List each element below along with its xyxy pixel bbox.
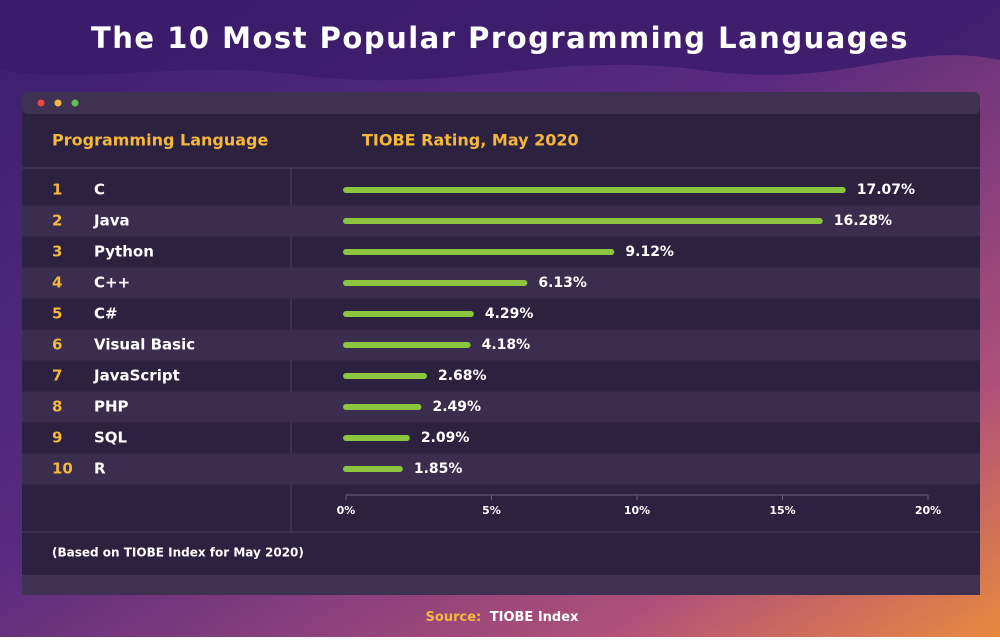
value-label: 17.07%	[857, 182, 915, 198]
value-label: 6.13%	[538, 275, 587, 291]
rows: 0% 5% 10% 15% 20% 1 C 17.07% 2 Java 16.28% 3 Python 9…	[22, 181, 980, 517]
window-dot	[37, 99, 45, 107]
x-tick-label: 20%	[915, 504, 941, 517]
category-label: JavaScript	[93, 367, 180, 385]
value-label: 9.12%	[625, 244, 674, 260]
value-label: 1.85%	[414, 461, 463, 477]
category-label: SQL	[94, 429, 128, 447]
category-label: PHP	[94, 398, 129, 416]
value-label: 2.68%	[438, 368, 487, 384]
x-tick-label: 10%	[624, 504, 650, 517]
value-label: 2.09%	[421, 430, 470, 446]
source: Source: TIOBE Index	[426, 610, 580, 625]
window-dot	[71, 99, 79, 107]
x-tick-label: 0%	[337, 504, 356, 517]
window-bar	[22, 92, 980, 114]
row-stripe	[22, 391, 980, 423]
category-label: C#	[94, 305, 118, 323]
rank: 4	[52, 274, 62, 292]
rank: 5	[52, 305, 62, 323]
window-dot	[54, 99, 62, 107]
value-label: 4.29%	[485, 306, 534, 322]
rank: 1	[52, 181, 62, 199]
category-label: C++	[94, 274, 130, 292]
background-wave	[0, 0, 1000, 81]
rank: 8	[52, 398, 62, 416]
chart-title: The 10 Most Popular Programming Language…	[91, 21, 909, 55]
footnote: (Based on TIOBE Index for May 2020)	[52, 546, 304, 560]
rank: 7	[52, 367, 62, 385]
value-label: 2.49%	[432, 399, 481, 415]
column-header: Programming Language	[52, 131, 268, 150]
value-label: 16.28%	[834, 213, 892, 229]
source-text: TIOBE Index	[490, 610, 579, 625]
panel-footer	[22, 575, 980, 595]
value-label: 4.18%	[482, 337, 531, 353]
x-tick-label: 5%	[482, 504, 501, 517]
x-tick-label: 15%	[769, 504, 795, 517]
row-stripe	[22, 453, 980, 485]
category-label: C	[94, 181, 105, 199]
category-label: Visual Basic	[94, 336, 195, 354]
rank: 3	[52, 243, 62, 261]
category-label: R	[94, 460, 106, 478]
row-stripe	[22, 329, 980, 361]
rank: 9	[52, 429, 62, 447]
category-label: Python	[94, 243, 154, 261]
source-label: Source:	[426, 610, 482, 625]
rank: 10	[52, 460, 73, 478]
category-label: Java	[93, 212, 130, 230]
column-header: TIOBE Rating, May 2020	[362, 131, 579, 150]
rank: 2	[52, 212, 62, 230]
rank: 6	[52, 336, 62, 354]
